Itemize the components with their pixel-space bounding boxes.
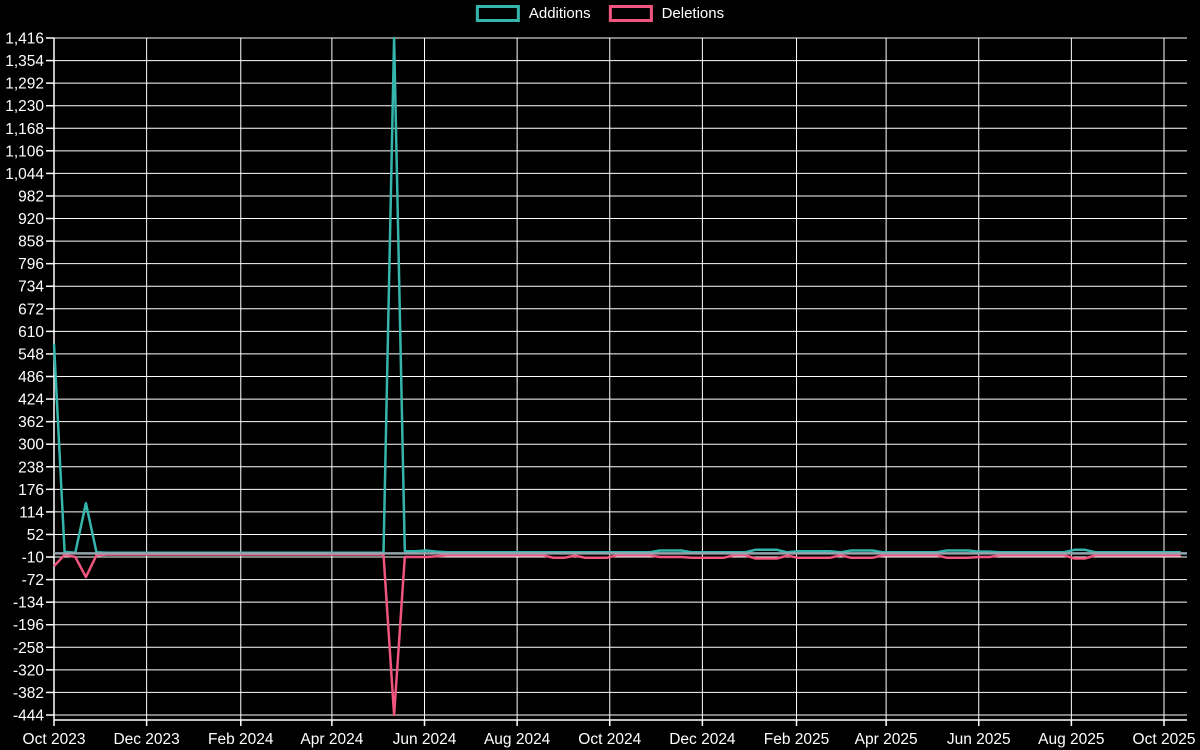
y-axis-labels: 1,416 1,354 1,292 1,230 1,168 1,106 1,044 982 92… <box>5 31 44 725</box>
additions-line <box>52 36 1181 554</box>
x-tick-label: Jun 2025 <box>947 731 1011 748</box>
y-tick-label: 52 <box>27 527 44 544</box>
y-tick-label: 610 <box>18 324 44 341</box>
y-tick-label: 300 <box>18 437 44 454</box>
y-tick-label: 734 <box>18 279 44 296</box>
y-tick-label: 920 <box>18 211 44 228</box>
x-tick-label: Dec 2023 <box>113 731 179 748</box>
y-tick-label: -72 <box>22 572 44 589</box>
x-tick-label: Jun 2024 <box>393 731 457 748</box>
y-tick-label: 1,106 <box>5 143 44 160</box>
x-tick-label: Feb 2024 <box>208 731 274 748</box>
x-tick-label: Aug 2025 <box>1038 731 1104 748</box>
legend-label-deletions: Deletions <box>661 5 725 22</box>
additions-swatch-icon <box>475 5 520 22</box>
h-gridlines <box>54 37 1187 716</box>
y-tick-marks <box>46 37 54 716</box>
y-tick-label: 176 <box>18 482 44 499</box>
v-gridlines <box>53 38 1165 720</box>
x-tick-label: Oct 2024 <box>578 731 641 748</box>
y-tick-label: -382 <box>13 685 44 702</box>
y-tick-label: 858 <box>18 234 44 251</box>
legend-item-deletions[interactable]: Deletions <box>608 5 725 22</box>
y-tick-label: -134 <box>13 595 44 612</box>
x-tick-label: Apr 2024 <box>300 731 363 748</box>
x-tick-label: Feb 2025 <box>764 731 830 748</box>
y-tick-label: 1,044 <box>5 166 44 183</box>
y-tick-label: -320 <box>13 662 44 679</box>
y-tick-label: 424 <box>18 392 44 409</box>
axis-lines <box>53 38 1187 721</box>
deletions-line <box>53 553 1181 717</box>
y-tick-label: 486 <box>18 369 44 386</box>
y-tick-label: -444 <box>13 708 44 725</box>
y-tick-label: 548 <box>18 346 44 363</box>
y-tick-label: 796 <box>18 256 44 273</box>
x-tick-label: Aug 2024 <box>484 731 551 748</box>
y-tick-label: 982 <box>18 188 44 205</box>
y-tick-label: -196 <box>13 617 44 634</box>
y-tick-label: -10 <box>22 550 45 567</box>
x-axis-labels: Oct 2023 Dec 2023 Feb 2024 Apr 2024 Jun 2024… <box>23 731 1196 748</box>
y-tick-label: 1,354 <box>5 53 44 70</box>
y-tick-label: 362 <box>18 414 44 431</box>
x-tick-label: Apr 2025 <box>855 731 918 748</box>
x-tick-marks <box>53 720 1165 726</box>
y-tick-label: 1,168 <box>5 121 44 138</box>
x-tick-label: Oct 2023 <box>23 731 86 748</box>
x-tick-label: Dec 2024 <box>669 731 736 748</box>
y-tick-label: -258 <box>13 640 44 657</box>
legend-item-additions[interactable]: Additions <box>475 5 591 22</box>
y-tick-label: 1,292 <box>5 76 44 93</box>
y-tick-label: 1,416 <box>5 31 44 48</box>
y-tick-label: 114 <box>19 504 44 521</box>
x-tick-label: Oct 2025 <box>1133 731 1196 748</box>
legend-label-additions: Additions <box>528 5 591 22</box>
y-tick-label: 672 <box>18 301 44 318</box>
y-tick-label: 238 <box>18 459 44 476</box>
y-tick-label: 1,230 <box>5 98 44 115</box>
deletions-swatch-icon <box>608 5 653 22</box>
chart-legend: Additions Deletions <box>475 5 725 22</box>
